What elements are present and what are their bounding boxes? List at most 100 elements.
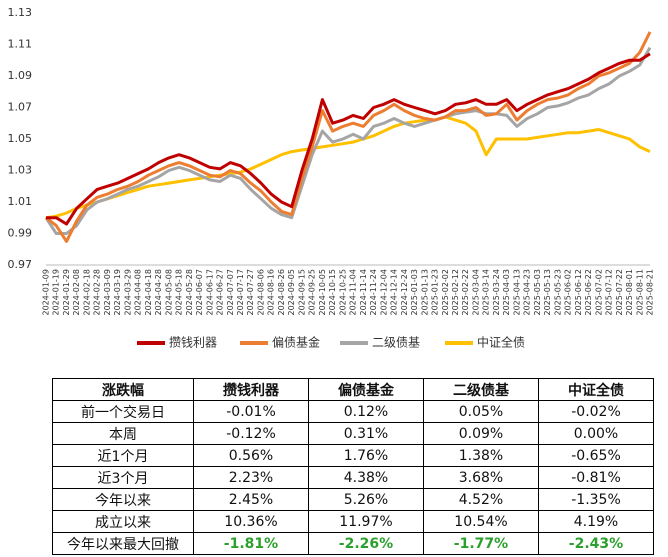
x-tick-label: 2025-02-02 (441, 269, 450, 316)
x-tick-label: 2025-07-02 (594, 269, 603, 316)
x-tick-label: 2024-07-07 (226, 269, 235, 316)
table-cell: 偏债基金 (308, 378, 424, 401)
x-tick-label: 2025-01-03 (410, 269, 419, 316)
table-cell: 1.76% (308, 444, 424, 467)
x-tick-label: 2024-06-07 (195, 269, 204, 316)
legend-label: 攒钱利器 (169, 335, 217, 350)
x-tick-label: 2025-06-12 (574, 269, 583, 316)
x-tick-label: 2024-01-19 (52, 269, 61, 316)
x-tick-label: 2024-10-05 (318, 269, 327, 316)
x-tick-label: 2024-09-25 (308, 269, 317, 316)
legend-label: 中证全债 (477, 335, 525, 350)
x-tick-label: 2024-11-04 (349, 269, 358, 316)
table-cell: 0.56% (193, 444, 309, 467)
table-cell: 近3个月 (52, 466, 194, 489)
y-tick-label: 0.97 (8, 258, 33, 271)
x-tick-label: 2024-09-15 (297, 269, 306, 316)
table-cell: -0.81% (538, 466, 654, 489)
y-tick-label: 1.11 (8, 38, 33, 51)
x-tick-label: 2024-03-19 (113, 269, 122, 316)
table-row: 前一个交易日 -0.01% 0.12% 0.05% -0.02% (52, 400, 654, 423)
x-tick-label: 2025-01-23 (431, 269, 440, 316)
x-tick-label: 2024-11-14 (359, 269, 368, 316)
table-cell: 二级债基 (423, 378, 539, 401)
table-cell: 0.09% (423, 422, 539, 445)
y-tick-label: 1.09 (8, 69, 33, 82)
table-row: 成立以来 10.36% 11.97% 10.54% 4.19% (52, 510, 654, 533)
x-tick-label: 2024-02-18 (82, 269, 91, 316)
table-cell: 5.26% (308, 488, 424, 511)
chart: 0.97 0.99 1.01 1.03 1.05 1.07 1.09 1.11 1.13 2024… (8, 6, 655, 350)
x-tick-label: 2024-05-08 (164, 269, 173, 316)
table-cell: 成立以来 (52, 510, 194, 533)
table-row: 涨跌幅 攒钱利器 偏债基金 二级债基 中证全债 (52, 378, 654, 401)
table-cell: -0.65% (538, 444, 654, 467)
x-tick-label: 2025-06-22 (584, 269, 593, 316)
table-cell: -1.35% (538, 488, 654, 511)
y-tick-label: 1.03 (8, 164, 33, 177)
y-tick-label: 0.99 (8, 227, 33, 240)
table-cell: -0.01% (193, 400, 309, 423)
table-cell: 0.00% (538, 422, 654, 445)
y-tick-label: 1.07 (8, 101, 33, 114)
x-tick-label: 2024-12-14 (390, 269, 399, 316)
series-line (46, 52, 651, 226)
legend-label: 二级债基 (372, 336, 420, 350)
x-tick-label: 2025-05-03 (533, 269, 542, 316)
table-cell: 今年以来 (52, 488, 194, 511)
x-tick-label: 2024-10-25 (338, 269, 347, 316)
x-tick-label: 2024-09-05 (287, 269, 296, 316)
table-cell: 2.23% (193, 466, 309, 489)
table-cell: 2.45% (193, 488, 309, 511)
x-tick-label: 2024-03-09 (103, 269, 112, 316)
x-tick-label: 2024-08-26 (277, 269, 286, 316)
table-cell: 4.52% (423, 488, 539, 511)
table-cell: -2.26% (308, 532, 424, 555)
table-cell: 3.68% (423, 466, 539, 489)
table-cell: -1.81% (193, 532, 309, 555)
x-tick-label: 2024-04-18 (144, 269, 153, 316)
x-tick-label: 2024-04-28 (154, 269, 163, 316)
table-cell: 0.12% (308, 400, 424, 423)
x-tick-label: 2024-02-08 (72, 269, 81, 316)
x-tick-label: 2025-01-13 (420, 269, 429, 316)
table-cell: 4.19% (538, 510, 654, 533)
x-tick-label: 2025-05-23 (553, 269, 562, 316)
x-tick-label: 2024-07-27 (246, 269, 255, 316)
table-cell: 4.38% (308, 466, 424, 489)
x-tick-label: 2025-08-01 (625, 269, 634, 316)
table-cell: 本周 (52, 422, 194, 445)
x-tick-label: 2025-03-04 (471, 269, 480, 316)
table-cell: 11.97% (308, 510, 424, 533)
x-tick-label: 2025-05-13 (543, 269, 552, 316)
x-tick-label: 2025-08-11 (635, 269, 644, 316)
x-tick-label: 2024-02-28 (93, 269, 102, 316)
x-tick-label: 2024-03-29 (123, 269, 132, 316)
table-row: 近3个月 2.23% 4.38% 3.68% -0.81% (52, 466, 654, 489)
legend-label: 偏债基金 (272, 335, 320, 350)
x-tick-label: 2024-04-08 (134, 269, 143, 316)
table-row: 今年以来 2.45% 5.26% 4.52% -1.35% (52, 488, 654, 511)
y-tick-label: 1.13 (8, 6, 33, 19)
x-tick-label: 2025-02-12 (451, 269, 460, 316)
y-tick-label: 1.05 (8, 132, 33, 145)
table-cell: -1.77% (423, 532, 539, 555)
series-line (45, 31, 652, 243)
x-tick-label: 2025-08-21 (646, 269, 655, 316)
table-cell: -0.02% (538, 400, 654, 423)
x-tick-label: 2024-05-18 (175, 269, 184, 316)
x-tick-label: 2024-08-06 (256, 269, 265, 316)
x-tick-label: 2024-12-04 (379, 269, 388, 316)
x-tick-label: 2025-04-13 (512, 269, 521, 316)
table-cell: 0.05% (423, 400, 539, 423)
table: 涨跌幅 攒钱利器 偏债基金 二级债基 中证全债 前一个交易日 -0.01% 0.12% 0.05… (52, 378, 654, 555)
table-cell: 涨跌幅 (52, 378, 194, 401)
x-tick-label: 2025-04-03 (502, 269, 511, 316)
x-tick-label: 2024-06-17 (205, 269, 214, 316)
x-tick-label: 2024-08-16 (267, 269, 276, 316)
x-tick-label: 2025-03-24 (492, 269, 501, 316)
x-tick-label: 2025-02-22 (461, 269, 470, 316)
table-row: 近1个月 0.56% 1.76% 1.38% -0.65% (52, 444, 654, 467)
x-tick-label: 2024-06-27 (216, 269, 225, 316)
x-tick-label: 2024-01-29 (62, 269, 71, 316)
